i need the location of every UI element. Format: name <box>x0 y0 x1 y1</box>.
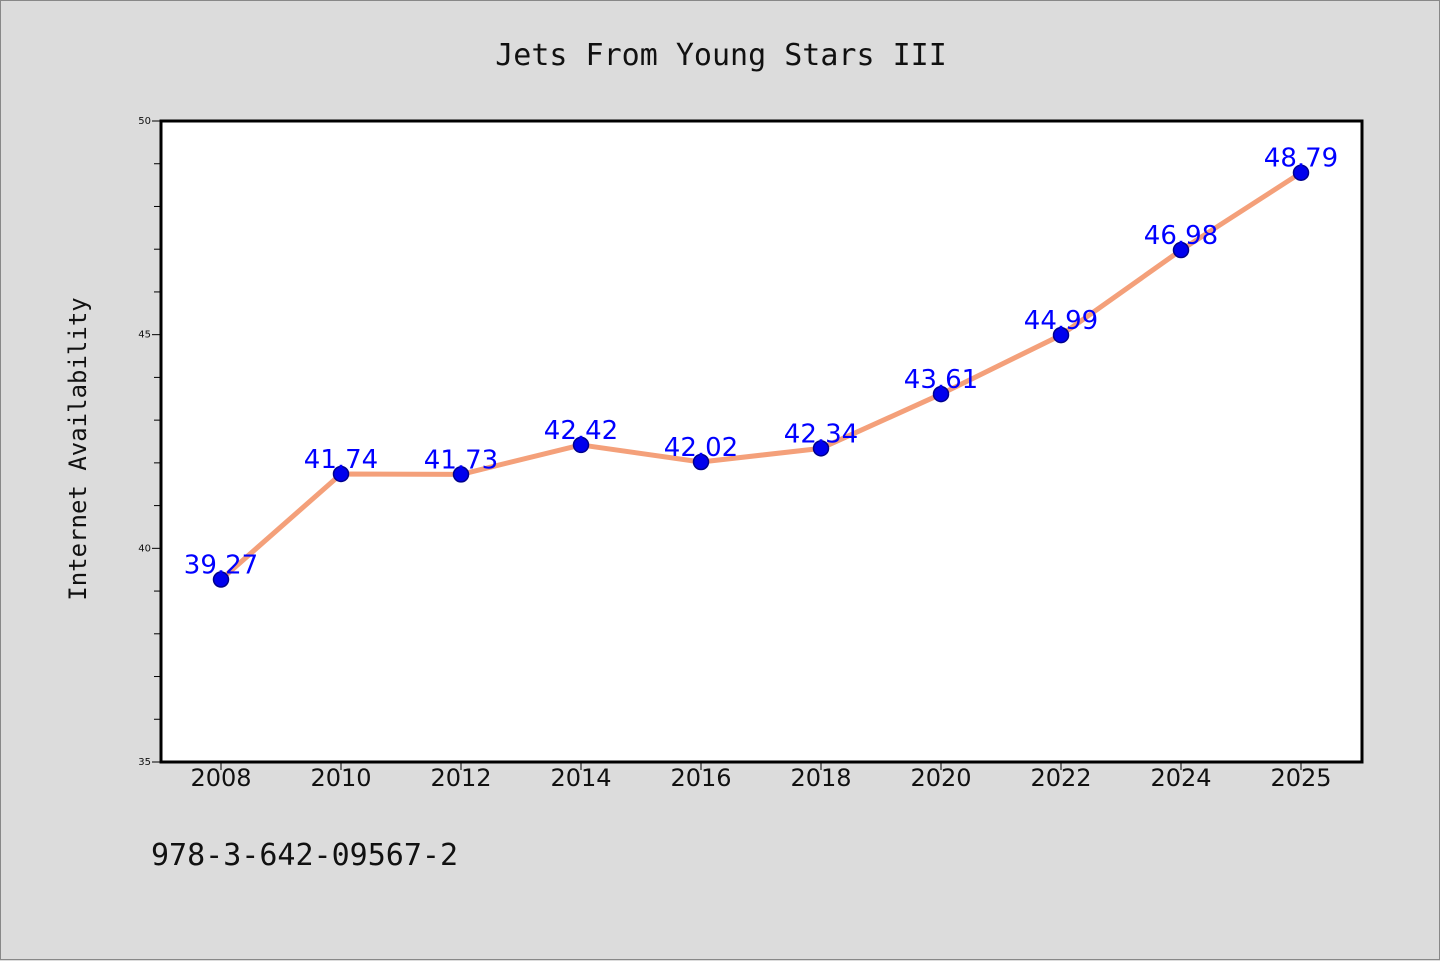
x-tick-label: 2012 <box>430 764 491 792</box>
data-label: 42.02 <box>664 433 738 463</box>
data-label: 41.74 <box>304 445 378 475</box>
y-axis: 35 40 45 50 <box>138 116 161 768</box>
data-point <box>932 385 950 403</box>
data-point <box>1292 164 1310 181</box>
x-tick-label: 2014 <box>550 764 611 792</box>
series-layer <box>212 164 1310 588</box>
data-point <box>332 465 350 483</box>
data-label: 43.61 <box>904 365 978 395</box>
x-tick-label: 2016 <box>670 764 731 792</box>
data-labels-layer: 39.27 41.74 41.73 42.42 42.02 42.34 43.61 44.99… <box>184 144 1338 581</box>
y-tick-label: 35 <box>138 757 151 768</box>
y-tick-label: 50 <box>138 116 151 127</box>
x-tick-label: 2020 <box>910 764 971 792</box>
data-label: 41.73 <box>424 445 498 475</box>
data-point <box>1052 326 1070 344</box>
data-label: 44.99 <box>1024 306 1098 336</box>
y-axis-label: Internet Availability <box>64 297 92 600</box>
data-label: 42.42 <box>544 416 618 446</box>
data-label: 39.27 <box>184 551 258 581</box>
chart-title: Jets From Young Stars III <box>495 38 947 73</box>
data-label: 46.98 <box>1144 221 1218 251</box>
x-tick-label: 2018 <box>790 764 851 792</box>
data-point <box>212 571 230 588</box>
data-label: 48.79 <box>1264 144 1338 174</box>
x-tick-label: 2025 <box>1270 764 1331 792</box>
data-point <box>812 440 830 457</box>
data-point <box>692 453 710 471</box>
isbn-footer: 978-3-642-09567-2 <box>151 838 458 873</box>
x-axis: 2008 2010 2012 2014 2016 2018 2020 2022 2024 2025 <box>190 762 1332 792</box>
data-point <box>572 436 590 454</box>
y-tick-label: 40 <box>138 543 151 554</box>
series-line <box>218 170 1304 583</box>
x-tick-label: 2022 <box>1030 764 1091 792</box>
data-point <box>1172 241 1190 259</box>
plot-area <box>159 119 1364 764</box>
data-label: 42.34 <box>784 419 858 449</box>
x-tick-label: 2008 <box>190 764 251 792</box>
data-point <box>452 466 470 483</box>
y-tick-label: 45 <box>138 330 151 341</box>
x-tick-label: 2024 <box>1150 764 1211 792</box>
x-tick-label: 2010 <box>310 764 371 792</box>
